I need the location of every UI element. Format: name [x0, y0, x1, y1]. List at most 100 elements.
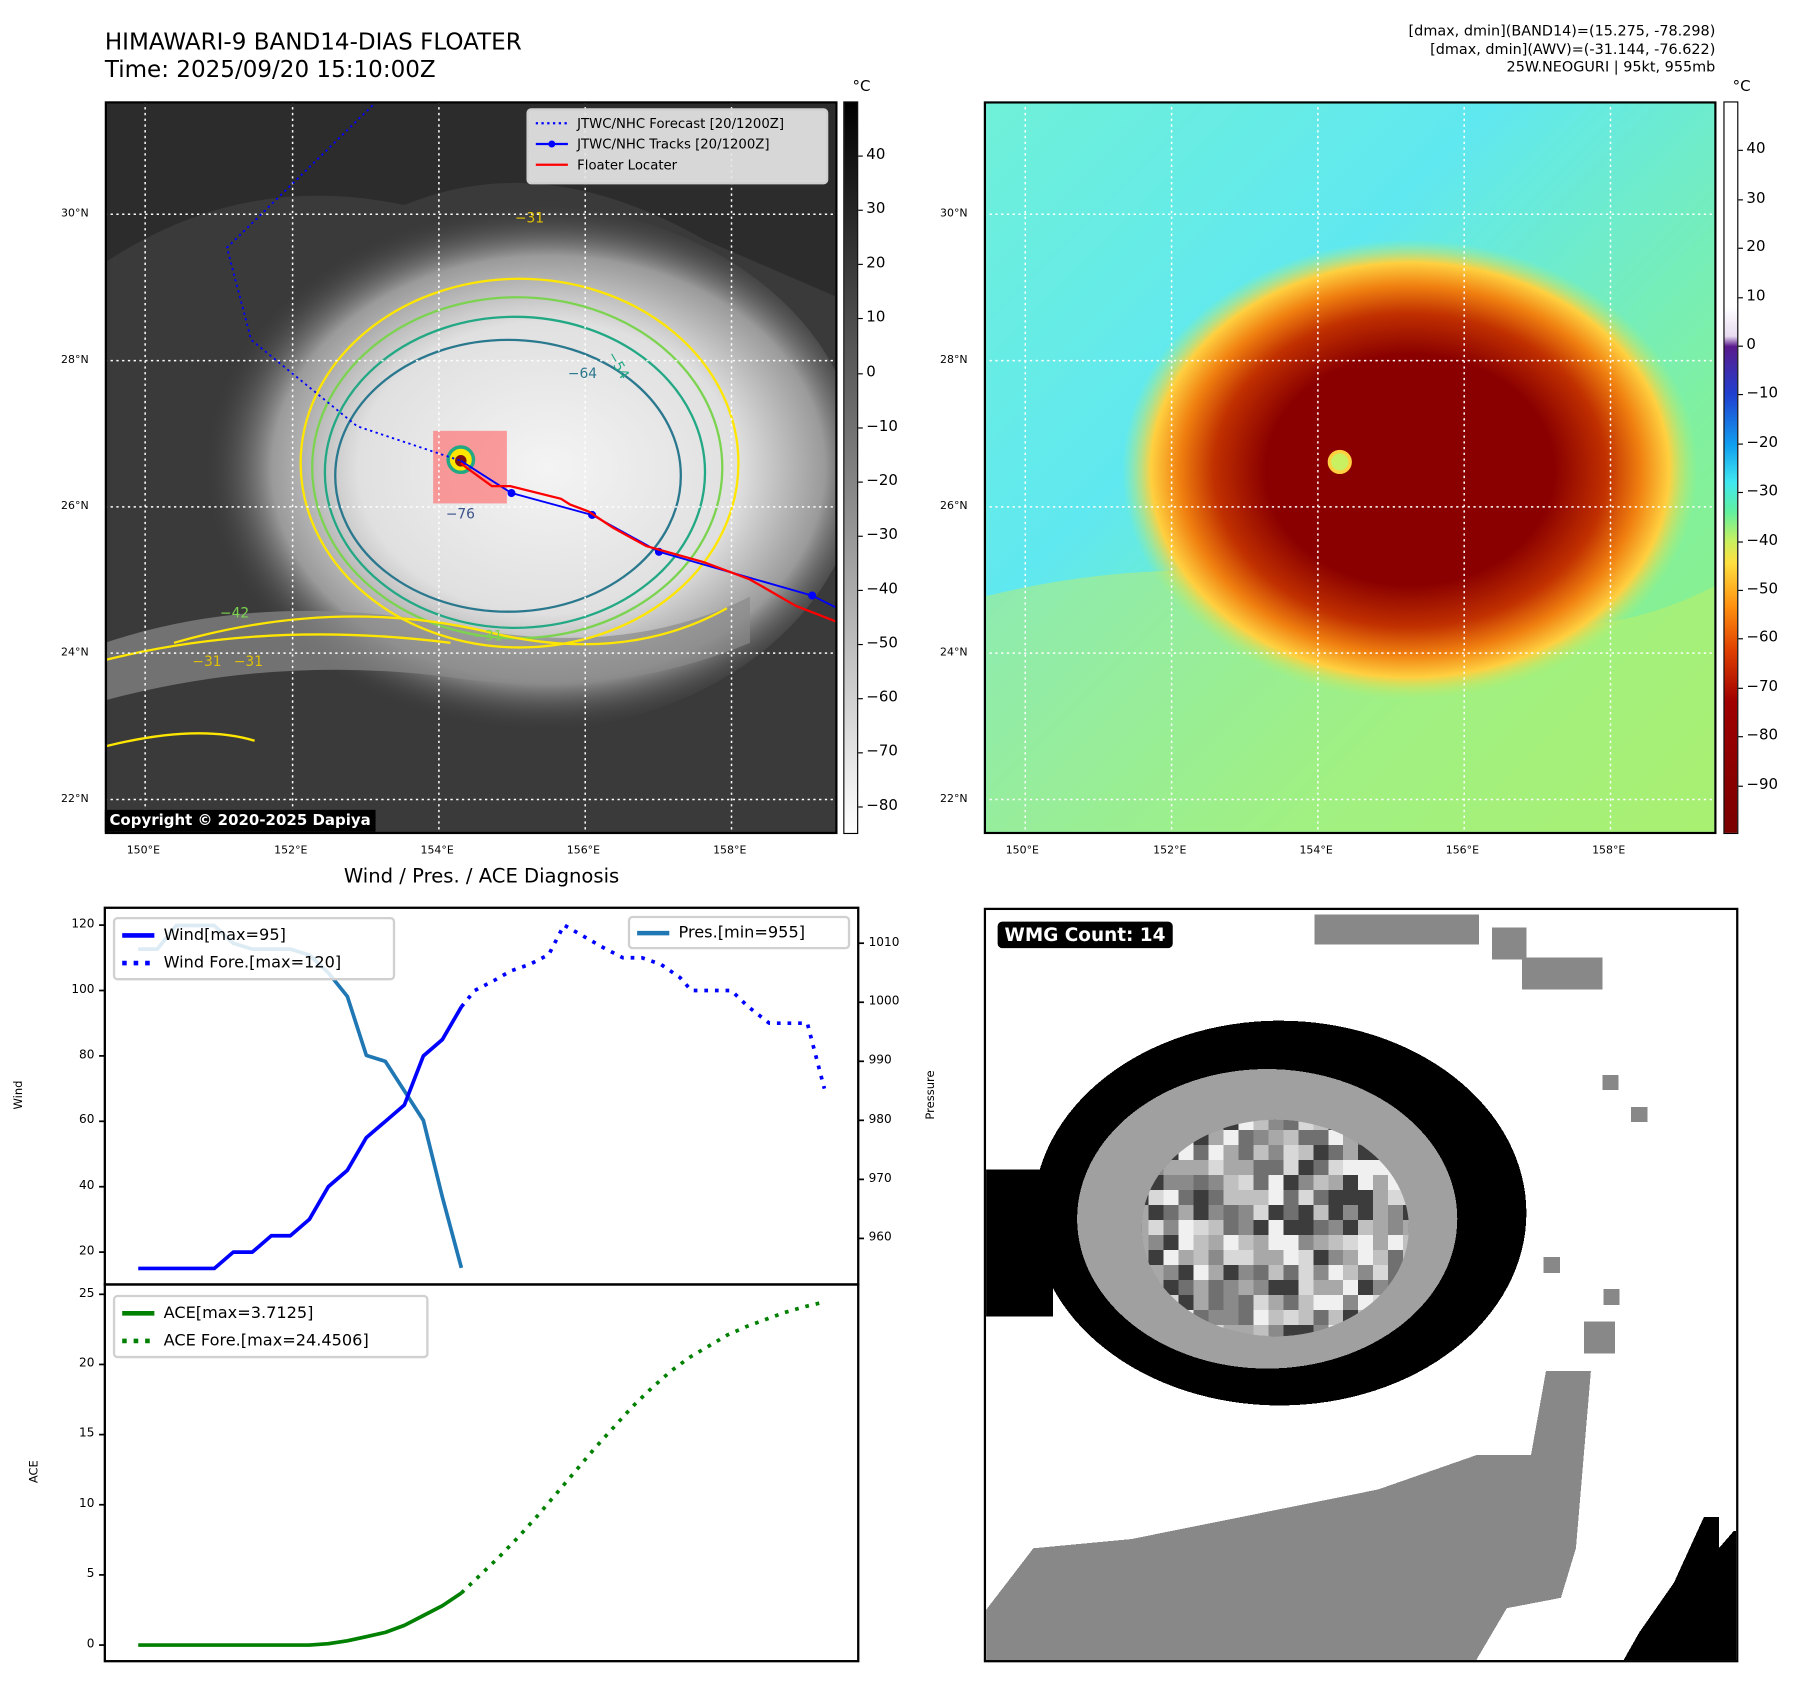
mosaic-cell	[1328, 1219, 1344, 1235]
mosaic-cell	[1343, 1160, 1359, 1176]
mosaic-cell	[1268, 1264, 1284, 1280]
ace-axis-label: ACE	[28, 1460, 41, 1484]
mosaic-cell	[1298, 1175, 1314, 1191]
colorbar-unit: °C	[1732, 78, 1751, 96]
mosaic-cell	[1403, 1219, 1409, 1235]
info-line-band14: [dmax, dmin](BAND14)=(15.275, -78.298)	[1408, 21, 1716, 40]
tracks-swatch	[535, 140, 568, 148]
colorbar-tick-label: −10	[866, 417, 898, 436]
mosaic-cell	[1223, 1249, 1239, 1265]
wind-line	[138, 1005, 463, 1271]
colorbar-tick-label: −80	[1746, 727, 1779, 745]
colorbar-tick-label: −20	[1746, 434, 1779, 452]
wmg-grey-patches	[1314, 914, 1648, 1354]
mosaic-cell	[1238, 1264, 1254, 1280]
mosaic-cell	[1208, 1145, 1224, 1161]
mosaic-cell	[1178, 1234, 1194, 1250]
colorbar-tick-label: 10	[866, 309, 886, 327]
mosaic-cell	[1403, 1204, 1409, 1220]
mosaic-cell	[1283, 1204, 1299, 1220]
mosaic-cell	[1148, 1249, 1164, 1265]
mosaic-cell	[1358, 1264, 1374, 1280]
colorbar-unit: °C	[852, 78, 871, 96]
y-tick-label: 960	[868, 1230, 892, 1245]
ace-forecast-line	[460, 1300, 825, 1595]
mosaic-cell	[1208, 1309, 1224, 1325]
mosaic-cell	[1313, 1294, 1329, 1310]
mosaic-cell	[1223, 1175, 1239, 1191]
mosaic-cell	[1283, 1249, 1299, 1265]
mosaic-cell	[1163, 1234, 1179, 1250]
mosaic-cell	[1238, 1145, 1254, 1161]
y-tick-label: 100	[71, 982, 95, 997]
mosaic-cell	[1223, 1160, 1239, 1176]
mosaic-cell	[1268, 1279, 1284, 1295]
ace-axes-frame	[103, 1283, 860, 1663]
mosaic-cell	[1238, 1119, 1254, 1131]
mosaic-cell	[1178, 1175, 1194, 1191]
mosaic-cell	[1148, 1190, 1164, 1205]
colorbar-tick-label: −50	[1746, 580, 1779, 598]
y-tick-label: 20	[79, 1244, 95, 1258]
colorbar-tick-mark	[1738, 540, 1743, 543]
legend-floater: Floater Locater	[577, 156, 678, 173]
y-tick-label: 20	[79, 1356, 95, 1371]
mosaic-cell	[1223, 1145, 1239, 1161]
mosaic-cell	[1328, 1204, 1344, 1220]
latitude-label: 24°N	[61, 646, 89, 659]
mosaic-cell	[1178, 1160, 1194, 1176]
contour-label: −76	[446, 506, 475, 522]
wind-forecast-swatch	[122, 960, 155, 966]
mosaic-cell	[1223, 1309, 1239, 1325]
mosaic-cell	[1313, 1204, 1329, 1220]
mosaic-cell	[1313, 1279, 1329, 1295]
mosaic-cell	[1253, 1279, 1269, 1295]
mosaic-cell	[1358, 1160, 1374, 1176]
mosaic-cell	[1193, 1204, 1209, 1220]
mosaic-cell	[1328, 1309, 1344, 1325]
mosaic-cell	[1268, 1219, 1284, 1235]
longitude-label: 158°E	[1592, 844, 1626, 858]
mosaic-cell	[1358, 1279, 1374, 1295]
mosaic-cell	[1298, 1249, 1314, 1265]
mosaic-cell	[1193, 1190, 1209, 1205]
colorbar-tick-label: −20	[866, 472, 898, 490]
colorbar-tick-label: −10	[1746, 385, 1779, 403]
mosaic-cell	[1253, 1204, 1269, 1220]
mosaic-cell	[1193, 1279, 1209, 1295]
mosaic-cell	[1253, 1160, 1269, 1176]
colorbar-tick-mark	[1738, 736, 1743, 738]
colorbar-tick-mark	[1738, 492, 1743, 494]
pressure-swatch	[637, 930, 670, 936]
mosaic-cell	[1193, 1249, 1209, 1265]
mosaic-cell	[1298, 1160, 1314, 1176]
mosaic-cell	[1268, 1249, 1284, 1265]
latitude-label: 22°N	[940, 792, 968, 806]
mosaic-cell	[1343, 1264, 1359, 1280]
mosaic-cell	[1343, 1175, 1359, 1191]
mosaic-cell	[1313, 1234, 1329, 1250]
latitude-label: 26°N	[61, 499, 89, 513]
mosaic-cell	[1283, 1279, 1299, 1295]
mosaic-cell	[1163, 1190, 1179, 1205]
mosaic-cell	[1268, 1204, 1284, 1220]
mosaic-cell	[1283, 1309, 1299, 1325]
diagnosis-title: Wind / Pres. / ACE Diagnosis	[343, 865, 620, 889]
colorbar-tick-mark	[858, 155, 863, 157]
longitude-label: 150°E	[1005, 844, 1039, 858]
colorbar-tick-label: −70	[1746, 678, 1779, 696]
ace-swatch	[122, 1310, 155, 1316]
mosaic-cell	[1283, 1219, 1299, 1235]
mosaic-cell	[1373, 1175, 1389, 1191]
colorbar-tick-label: −60	[1746, 629, 1779, 647]
colorbar-tick-mark	[1738, 589, 1743, 591]
mosaic-cell	[1141, 1219, 1149, 1235]
y-tick-label: 970	[868, 1171, 892, 1186]
mosaic-cell	[1343, 1234, 1359, 1250]
colorbar-tick-mark	[1738, 443, 1743, 445]
mosaic-cell	[1193, 1294, 1209, 1310]
y-tick-label: 120	[71, 917, 95, 931]
colorbar-tick-mark	[1738, 687, 1743, 689]
legend-pressure: Pres.[min=955]	[678, 923, 805, 943]
mosaic-cell	[1253, 1130, 1269, 1146]
